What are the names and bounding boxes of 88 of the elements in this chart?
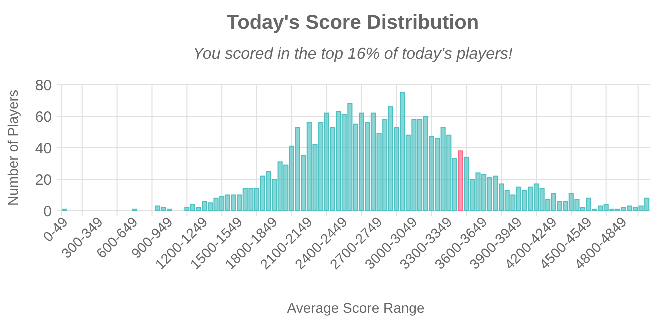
bar <box>190 204 196 212</box>
bar <box>318 122 324 212</box>
bar <box>156 206 161 212</box>
bar <box>330 127 336 212</box>
bar <box>412 119 417 212</box>
bar <box>342 114 347 212</box>
bar <box>418 119 423 212</box>
bar <box>528 186 534 212</box>
bar <box>248 188 254 212</box>
bar <box>470 179 475 212</box>
bar <box>504 190 510 212</box>
bar <box>214 198 219 212</box>
bar <box>208 202 213 212</box>
bar <box>493 176 498 212</box>
bar <box>458 150 464 212</box>
bar <box>452 158 458 212</box>
bar <box>260 176 266 212</box>
bar <box>551 193 556 212</box>
bar <box>586 198 592 212</box>
bar <box>522 190 528 212</box>
bar <box>400 92 406 212</box>
x-axis-title: Average Score Range <box>287 300 425 316</box>
bar <box>312 144 318 212</box>
bar <box>429 136 434 212</box>
bar <box>237 194 242 212</box>
y-axis-title: Number of Players <box>5 90 21 206</box>
bar <box>476 172 481 212</box>
bar <box>604 204 609 212</box>
y-tick-label: 20 <box>35 172 52 189</box>
bar <box>394 127 400 212</box>
bar <box>301 155 306 212</box>
bar <box>324 112 330 212</box>
bar <box>289 146 294 212</box>
bar <box>434 138 440 212</box>
bar <box>638 206 644 212</box>
bar <box>580 207 586 212</box>
bar <box>557 201 562 212</box>
bar <box>382 119 388 212</box>
bar <box>242 188 248 212</box>
y-tick-label: 80 <box>35 77 52 94</box>
bar <box>184 207 190 212</box>
bar <box>348 103 353 212</box>
bar <box>540 188 545 212</box>
bar <box>220 196 225 212</box>
bar <box>423 116 428 212</box>
bar <box>365 122 370 212</box>
bar <box>482 174 487 212</box>
bar <box>196 207 202 212</box>
bar <box>336 111 342 212</box>
y-tick-label: 0 <box>44 203 52 220</box>
bar <box>306 122 312 212</box>
bar <box>272 179 278 212</box>
bar <box>231 194 236 212</box>
bar <box>510 194 516 212</box>
bar <box>202 201 208 212</box>
bar <box>161 207 166 212</box>
bar <box>627 206 632 212</box>
bar <box>225 194 230 212</box>
y-tick-label: 60 <box>35 108 52 126</box>
bar <box>487 177 492 212</box>
bar <box>464 156 470 212</box>
bar <box>534 184 540 212</box>
bar <box>632 207 638 212</box>
bar <box>621 207 626 212</box>
bar <box>644 198 650 212</box>
bar <box>563 201 568 212</box>
bar <box>284 164 289 212</box>
bar <box>254 188 260 212</box>
bar <box>353 124 359 212</box>
bar <box>568 193 574 212</box>
bar <box>295 127 300 212</box>
y-tick-label: 40 <box>35 140 52 158</box>
chart-title: Today's Score Distribution <box>226 12 480 34</box>
bar <box>370 112 376 212</box>
bar <box>546 199 551 212</box>
bar <box>574 199 580 212</box>
bar <box>388 106 394 212</box>
bar <box>499 184 504 212</box>
bar <box>406 134 411 212</box>
bar <box>440 127 446 212</box>
bar <box>598 206 604 212</box>
bar <box>359 112 364 212</box>
bar <box>446 134 452 212</box>
chart-subtitle: You scored in the top 16% of today's players! <box>193 46 514 63</box>
bar <box>278 162 283 212</box>
bar <box>266 171 272 212</box>
bar <box>376 133 382 212</box>
bar <box>516 186 522 212</box>
